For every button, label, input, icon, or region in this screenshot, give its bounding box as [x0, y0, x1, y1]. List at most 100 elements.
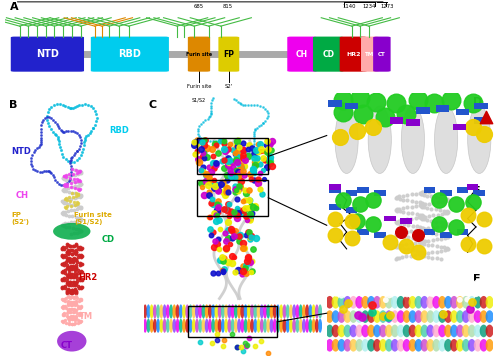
Point — [198, 141, 206, 146]
Text: CD: CD — [101, 234, 114, 244]
Ellipse shape — [189, 318, 193, 333]
Point — [197, 167, 205, 173]
Ellipse shape — [214, 304, 218, 318]
Ellipse shape — [224, 318, 228, 333]
Ellipse shape — [414, 325, 423, 337]
Point — [393, 101, 400, 106]
Point — [369, 197, 377, 203]
Bar — [400, 218, 412, 224]
Ellipse shape — [332, 339, 340, 351]
Point — [339, 109, 347, 115]
Point — [225, 201, 233, 206]
Bar — [357, 187, 369, 193]
Point — [232, 157, 240, 163]
Point — [222, 186, 230, 192]
Ellipse shape — [338, 325, 346, 337]
Ellipse shape — [450, 296, 458, 309]
Ellipse shape — [153, 304, 157, 318]
Point — [198, 153, 206, 158]
Ellipse shape — [344, 339, 351, 351]
Point — [222, 190, 230, 195]
Point — [258, 191, 266, 196]
Point — [196, 339, 204, 345]
Point — [328, 282, 336, 288]
Point — [237, 170, 245, 176]
Point — [228, 228, 236, 234]
Point — [208, 146, 216, 151]
Ellipse shape — [391, 310, 399, 323]
Point — [205, 189, 213, 195]
Text: TM: TM — [365, 52, 375, 57]
Point — [225, 213, 233, 219]
Point — [239, 241, 247, 246]
Point — [268, 164, 276, 169]
Point — [263, 148, 271, 154]
Point — [252, 147, 260, 153]
FancyBboxPatch shape — [11, 37, 84, 72]
Point — [238, 163, 246, 169]
Point — [224, 201, 232, 207]
Ellipse shape — [401, 106, 425, 173]
Ellipse shape — [205, 318, 209, 333]
Point — [266, 160, 274, 166]
Point — [217, 181, 225, 187]
Point — [456, 297, 464, 303]
Ellipse shape — [397, 325, 405, 337]
Ellipse shape — [403, 310, 411, 323]
Point — [249, 246, 257, 252]
Point — [331, 216, 339, 222]
Point — [234, 173, 242, 179]
Point — [219, 268, 227, 274]
Text: CH: CH — [296, 50, 308, 59]
Point — [239, 155, 247, 161]
Point — [215, 246, 223, 252]
Point — [191, 139, 198, 144]
Ellipse shape — [332, 296, 340, 309]
Ellipse shape — [263, 318, 267, 333]
Ellipse shape — [172, 318, 176, 333]
Point — [209, 270, 217, 276]
Point — [224, 227, 232, 233]
Ellipse shape — [149, 318, 153, 333]
Ellipse shape — [276, 304, 280, 318]
Point — [266, 154, 274, 160]
Point — [202, 179, 210, 185]
Ellipse shape — [308, 304, 312, 318]
Ellipse shape — [379, 339, 387, 351]
Point — [205, 174, 213, 180]
Point — [253, 149, 261, 155]
Point — [202, 172, 210, 178]
Point — [249, 167, 257, 172]
Ellipse shape — [195, 318, 199, 333]
Ellipse shape — [149, 304, 153, 318]
Point — [250, 178, 258, 183]
Ellipse shape — [169, 304, 173, 318]
FancyBboxPatch shape — [373, 37, 391, 72]
Point — [201, 137, 209, 143]
Ellipse shape — [326, 296, 334, 309]
Ellipse shape — [486, 310, 494, 323]
Point — [431, 101, 439, 106]
Point — [199, 142, 207, 148]
Point — [234, 169, 242, 175]
Point — [233, 208, 241, 213]
Point — [243, 262, 250, 268]
Ellipse shape — [302, 318, 306, 333]
Ellipse shape — [355, 296, 363, 309]
Ellipse shape — [198, 304, 202, 318]
Point — [220, 138, 228, 144]
Ellipse shape — [179, 318, 183, 333]
Point — [238, 178, 246, 184]
Point — [198, 167, 205, 173]
Point — [226, 173, 234, 179]
Ellipse shape — [315, 318, 319, 333]
Point — [236, 183, 244, 189]
Point — [215, 217, 223, 223]
Ellipse shape — [335, 106, 358, 173]
Ellipse shape — [185, 304, 189, 318]
Bar — [346, 207, 357, 213]
Point — [252, 205, 260, 211]
Point — [235, 186, 243, 192]
Point — [251, 343, 259, 349]
Point — [221, 148, 229, 153]
